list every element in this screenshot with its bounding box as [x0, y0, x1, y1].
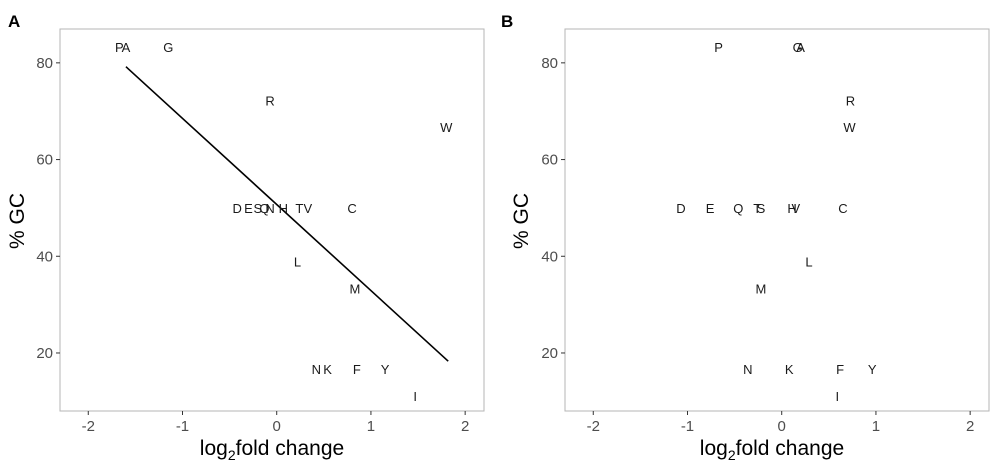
- panel-b-point-g: G: [793, 40, 803, 55]
- panel-b-point-c: C: [838, 201, 847, 216]
- panel-a-x-tick-label: 0: [273, 418, 281, 435]
- panel-a-point-a: A: [122, 40, 131, 55]
- panel-b-point-h: H: [787, 201, 796, 216]
- panel-a-point-m: M: [349, 282, 360, 297]
- panel-b-y-tick-label: 40: [541, 248, 558, 265]
- panel-b-point-p: P: [714, 40, 723, 55]
- panel-b-point-e: E: [706, 201, 715, 216]
- panel-a-y-tick-label: 80: [36, 55, 53, 72]
- panel-a-y-tick-label: 60: [36, 152, 53, 169]
- panel-a-point-f: F: [353, 362, 361, 377]
- panel-a-x-axis: -2 -1 0 1 2: [82, 411, 469, 435]
- panel-b-x-tick-label: 2: [966, 418, 974, 435]
- panel-b-y-axis-title: % GC: [510, 193, 533, 249]
- panel-a-point-h: H: [279, 201, 288, 216]
- panel-a-point-i: I: [413, 389, 417, 404]
- panel-a-plot-area: [59, 28, 485, 412]
- panel-b-y-tick-label: 80: [541, 55, 558, 72]
- panel-b-y-tick-label: 20: [541, 345, 558, 362]
- panel-b-x-title-subscript: 2: [728, 447, 736, 463]
- panel-a-y-tick-label: 20: [36, 345, 53, 362]
- panel-b-x-tick-label: 1: [872, 418, 880, 435]
- panel-a-point-d: D: [232, 201, 241, 216]
- panel-a-x-tick-label: 2: [461, 418, 469, 435]
- panel-b-x-title-rest: fold change: [736, 437, 845, 460]
- panel-b-x-axis-title: log2fold change: [700, 437, 844, 463]
- panel-a-tag: A: [8, 12, 20, 31]
- panel-a-point-w: W: [440, 120, 453, 135]
- panel-a-point-k: K: [323, 362, 332, 377]
- panel-b-x-tick-label: -2: [587, 418, 600, 435]
- panel-a-point-n: N: [312, 362, 321, 377]
- panel-a-point-e: E: [244, 201, 253, 216]
- panel-b-point-n: N: [743, 362, 752, 377]
- panel-b-x-title-main: log: [700, 437, 728, 460]
- panel-a-y-axis-title: % GC: [6, 193, 29, 249]
- panel-b-plot-area: [564, 28, 990, 412]
- panel-a-point-s: S: [254, 201, 263, 216]
- panel-b-point-l: L: [805, 255, 812, 270]
- panel-b-point-s: S: [757, 201, 766, 216]
- panel-a-y-tick-label: 40: [36, 248, 53, 265]
- panel-b-tag: B: [501, 12, 513, 31]
- panel-a-y-axis: 20 40 60 80: [36, 55, 60, 362]
- panel-b-point-w: W: [843, 120, 856, 135]
- panel-a-point-l: L: [294, 255, 301, 270]
- panel-a-point-g: G: [163, 40, 173, 55]
- panel-b-point-f: F: [836, 362, 844, 377]
- panel-a-point-p: P: [115, 40, 124, 55]
- panel-a-fit-line: [125, 66, 449, 362]
- panel-b-y-axis: 20 40 60 80: [541, 55, 565, 362]
- panel-b-point-y: Y: [868, 362, 877, 377]
- panel-b-point-q: Q: [733, 201, 743, 216]
- panel-a-point-t: T: [295, 201, 303, 216]
- panel-b-point-k: K: [785, 362, 794, 377]
- panel-b-point-a: A: [796, 40, 805, 55]
- panel-b-x-tick-label: 0: [778, 418, 786, 435]
- panel-a-x-title-main: log: [200, 437, 228, 460]
- panel-b-point-m: M: [756, 282, 767, 297]
- panel-b-x-tick-label: -1: [681, 418, 694, 435]
- panel-a-point-y: Y: [381, 362, 390, 377]
- panel-a-point-c: C: [347, 201, 356, 216]
- panel-b-point-r: R: [846, 94, 855, 109]
- panel-b-points: P GA RW D E Q TS HV C L M N K F Y I: [676, 40, 877, 404]
- panel-a-point-r: R: [265, 94, 274, 109]
- panel-b-point-i: I: [835, 389, 839, 404]
- panel-a-x-tick-label: 1: [367, 418, 375, 435]
- panel-a-point-v: V: [303, 201, 312, 216]
- panel-b-x-axis: -2 -1 0 1 2: [587, 411, 974, 435]
- panel-a-x-title-rest: fold change: [236, 437, 345, 460]
- panel-a-x-title-subscript: 2: [228, 447, 236, 463]
- panel-a-x-tick-label: -1: [176, 418, 189, 435]
- panel-a-point-n: N: [265, 201, 274, 216]
- panel-b-point-t: T: [753, 201, 761, 216]
- panel-a-x-tick-label: -2: [82, 418, 95, 435]
- panel-a-x-axis-title: log2fold change: [200, 437, 344, 463]
- panel-b-y-tick-label: 60: [541, 152, 558, 169]
- panel-a-point-q: Q: [259, 201, 269, 216]
- panel-b-point-v: V: [792, 201, 801, 216]
- panel-b-point-d: D: [676, 201, 685, 216]
